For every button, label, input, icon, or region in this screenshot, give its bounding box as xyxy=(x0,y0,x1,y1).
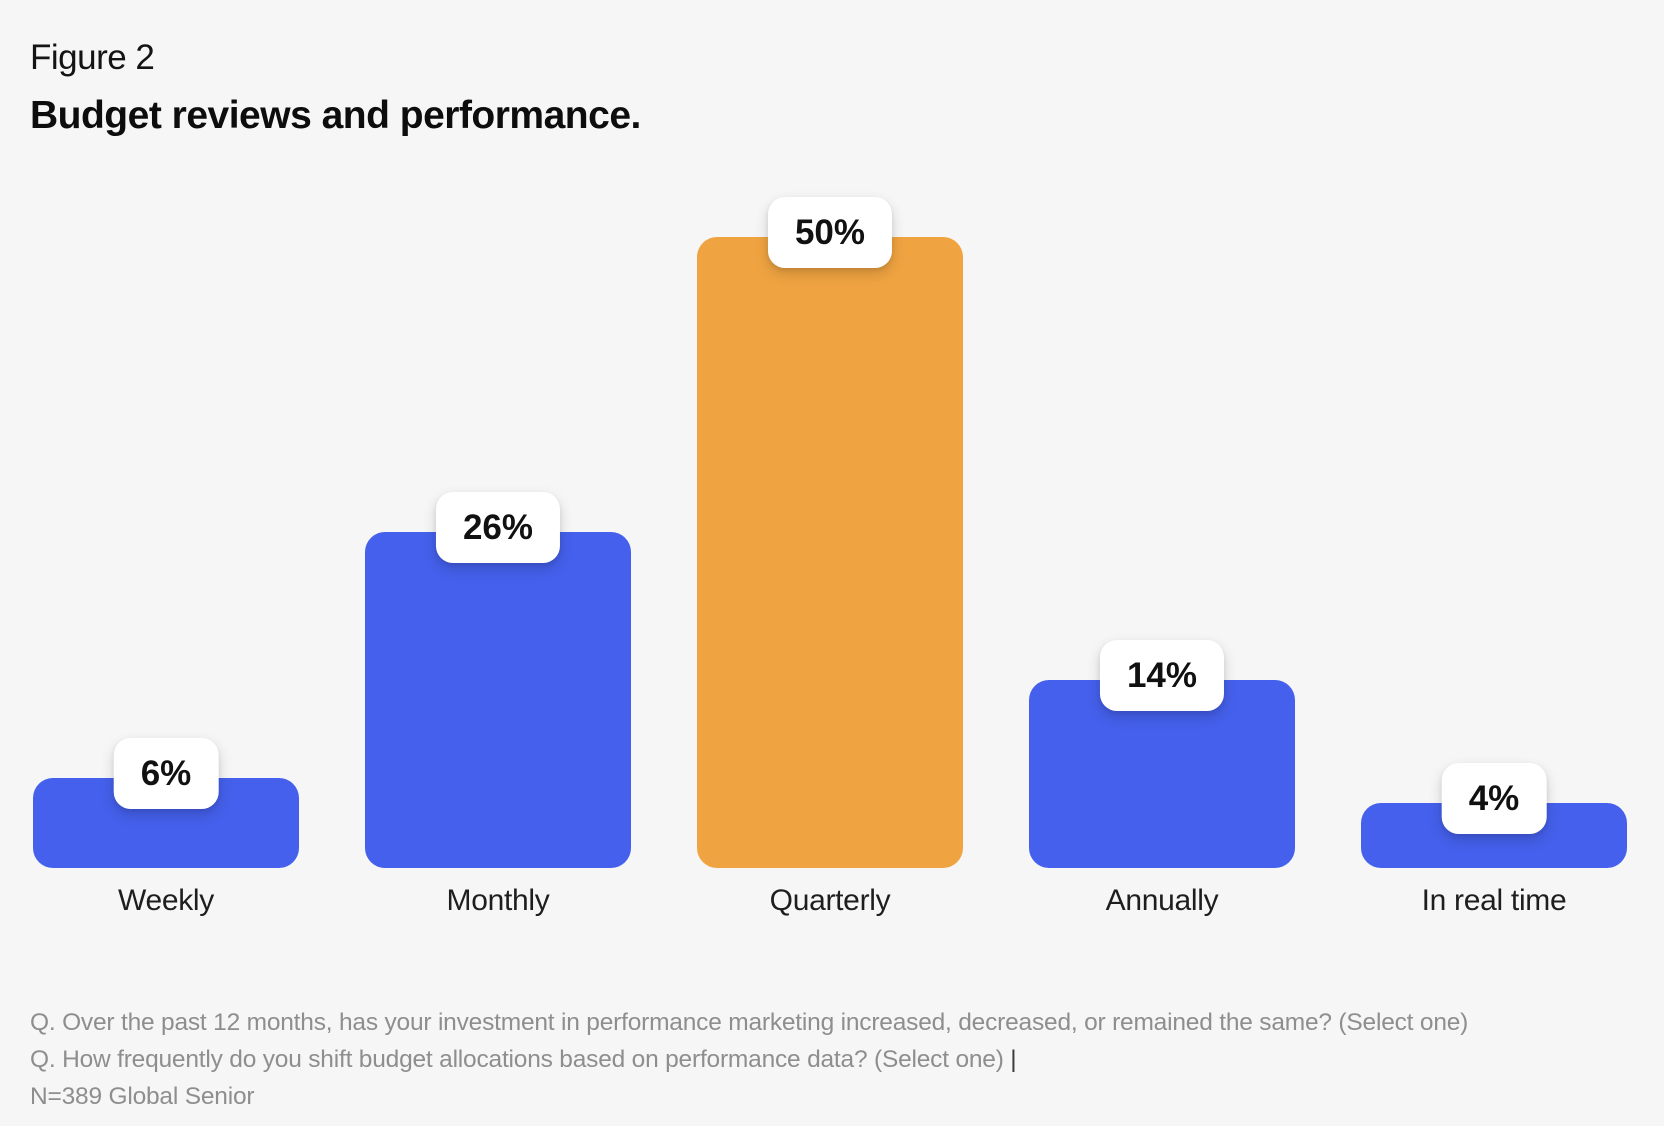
footnotes: Q. Over the past 12 months, has your inv… xyxy=(30,1004,1468,1115)
category-label-weekly: Weekly xyxy=(117,884,214,917)
footnote-line-2: Q. How frequently do you shift budget al… xyxy=(30,1041,1468,1078)
bar-chart: 6% 26% 50% 14% 4% xyxy=(33,160,1627,868)
bar-quarterly: 50% xyxy=(697,197,963,868)
value-badge: 6% xyxy=(113,738,219,809)
figure-label: Figure 2 xyxy=(30,38,155,77)
value-badge: 4% xyxy=(1441,763,1547,834)
category-label-in-real-time: In real time xyxy=(1421,884,1567,917)
value-badge: 26% xyxy=(435,492,561,563)
category-label-quarterly: Quarterly xyxy=(769,884,891,917)
footnote-line-2-text: Q. How frequently do you shift budget al… xyxy=(30,1046,1004,1073)
bar-weekly: 6% xyxy=(33,738,299,868)
figure-header: Figure 2 Budget reviews and performance. xyxy=(30,38,641,138)
bar-monthly: 26% xyxy=(365,492,631,868)
category-label-annually: Annually xyxy=(1105,884,1219,917)
value-badge: 50% xyxy=(767,197,893,268)
chart-title: Budget reviews and performance. xyxy=(30,94,641,137)
text-cursor: | xyxy=(1010,1046,1017,1073)
category-labels-row: Weekly Monthly Quarterly Annually In real ti… xyxy=(33,884,1627,918)
footnote-line-3: N=389 Global Senior xyxy=(30,1083,255,1110)
category-label-monthly: Monthly xyxy=(446,884,550,917)
bar-in-real-time: 4% xyxy=(1361,763,1627,868)
bar-annually: 14% xyxy=(1029,640,1295,868)
footnote-line-1: Q. Over the past 12 months, has your inv… xyxy=(30,1009,1469,1036)
value-badge: 14% xyxy=(1099,640,1225,711)
